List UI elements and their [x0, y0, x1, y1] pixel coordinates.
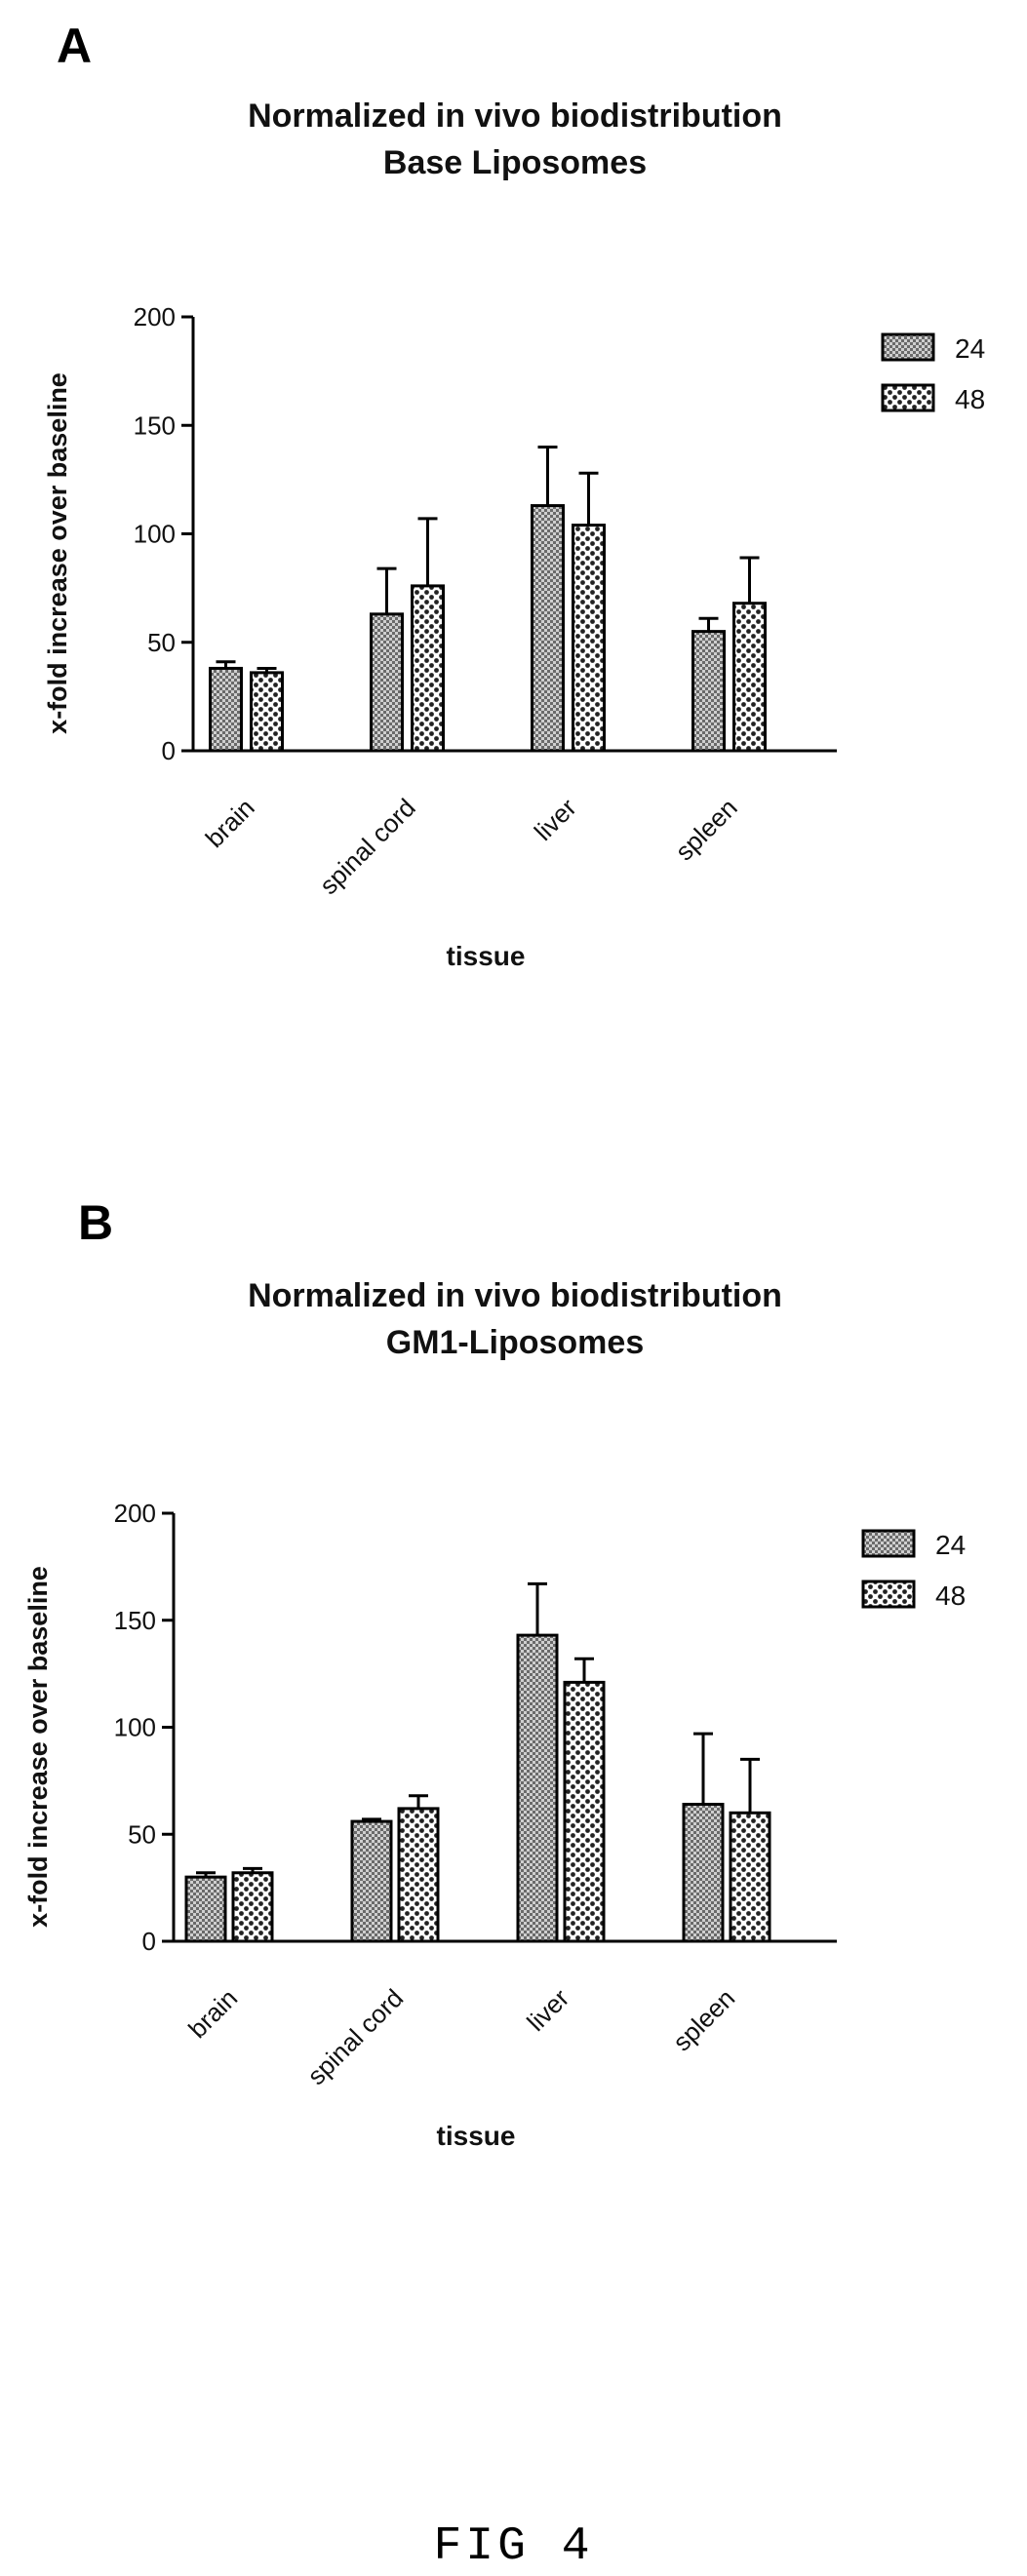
y-tick-label: 50 [128, 1819, 156, 1849]
legend-swatch-24 [881, 332, 935, 362]
legend-label-24: 24 [935, 1530, 966, 1560]
chart-subtitle: Base Liposomes [383, 144, 647, 181]
x-tick-label: liver [529, 793, 582, 846]
y-tick-label: 150 [134, 410, 176, 440]
chart-b: Normalized in vivo biodistribution GM1-Li… [23, 1277, 966, 2151]
y-tick-label: 0 [162, 736, 176, 765]
bar-48-spleen [732, 602, 767, 753]
x-axis-label: tissue [447, 941, 526, 971]
chart-title: Normalized in vivo biodistribution [248, 98, 782, 135]
bar-48-liver [572, 524, 606, 753]
y-tick-label: 100 [114, 1713, 156, 1742]
legend-swatch-48 [881, 383, 935, 412]
panel-a-label: A [57, 19, 93, 73]
bar-24-spleen [691, 630, 726, 753]
x-axis-label: tissue [437, 2121, 516, 2151]
figure-caption: FIG 4 [433, 2520, 594, 2573]
y-tick-label: 100 [134, 520, 176, 549]
bar-48-brain [231, 1871, 274, 1943]
chart-subtitle: GM1-Liposomes [386, 1324, 644, 1361]
y-axis-label: x-fold increase over baseline [23, 1566, 53, 1928]
bar-24-liver [516, 1633, 559, 1943]
legend-label-24: 24 [955, 333, 985, 364]
bar-48-spinal-cord [411, 584, 445, 753]
legend-swatch-48 [861, 1580, 916, 1609]
bar-48-spinal-cord [397, 1807, 440, 1943]
chart-a: Normalized in vivo biodistribution Base L… [43, 98, 985, 971]
x-tick-label: brain [182, 1983, 243, 2044]
x-tick-label: liver [521, 1983, 574, 2037]
y-tick-label: 150 [114, 1606, 156, 1635]
bar-24-liver [531, 504, 565, 753]
bar-48-brain [250, 671, 284, 753]
panel-b-label: B [78, 1195, 114, 1250]
x-tick-label: spinal cord [314, 793, 421, 900]
x-tick-label: spleen [669, 793, 742, 866]
bar-48-liver [563, 1680, 606, 1943]
bar-24-spleen [682, 1803, 725, 1943]
bar-24-spinal-cord [370, 612, 404, 753]
legend-swatch-24 [861, 1529, 916, 1558]
bar-24-brain [184, 1875, 227, 1943]
bar-24-spinal-cord [350, 1819, 393, 1943]
y-tick-label: 50 [147, 628, 176, 657]
y-tick-label: 0 [142, 1927, 156, 1956]
y-tick-label: 200 [134, 302, 176, 332]
bar-24-brain [209, 666, 243, 753]
y-tick-label: 200 [114, 1499, 156, 1528]
legend-label-48: 48 [955, 384, 985, 414]
y-axis-label: x-fold increase over baseline [43, 372, 72, 734]
chart-title: Normalized in vivo biodistribution [248, 1277, 782, 1314]
legend-label-48: 48 [935, 1581, 966, 1611]
x-tick-label: spinal cord [301, 1983, 409, 2090]
x-tick-label: brain [200, 793, 260, 853]
x-tick-label: spleen [667, 1983, 740, 2056]
bar-48-spleen [729, 1811, 771, 1943]
